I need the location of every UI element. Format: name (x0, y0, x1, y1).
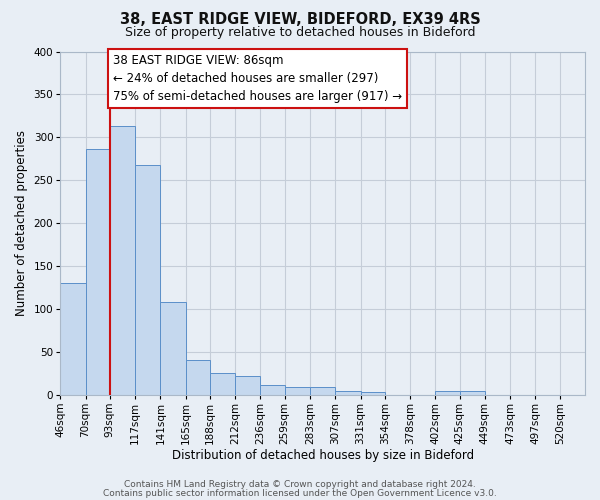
Text: 38 EAST RIDGE VIEW: 86sqm
← 24% of detached houses are smaller (297)
75% of semi: 38 EAST RIDGE VIEW: 86sqm ← 24% of detac… (113, 54, 402, 103)
Bar (160, 302, 185, 395)
Text: Contains public sector information licensed under the Open Government Licence v3: Contains public sector information licen… (103, 488, 497, 498)
Bar (310, 387, 335, 395)
Bar (135, 165, 160, 395)
Bar (235, 376, 260, 395)
Y-axis label: Number of detached properties: Number of detached properties (15, 130, 28, 316)
Text: Contains HM Land Registry data © Crown copyright and database right 2024.: Contains HM Land Registry data © Crown c… (124, 480, 476, 489)
Bar (335, 392, 361, 395)
Bar (260, 384, 284, 395)
Bar (185, 360, 210, 395)
X-axis label: Distribution of detached houses by size in Bideford: Distribution of detached houses by size … (172, 450, 473, 462)
Text: 38, EAST RIDGE VIEW, BIDEFORD, EX39 4RS: 38, EAST RIDGE VIEW, BIDEFORD, EX39 4RS (119, 12, 481, 28)
Bar (284, 387, 310, 395)
Bar (361, 392, 385, 395)
Bar (210, 374, 235, 395)
Bar (86, 148, 110, 395)
Bar (460, 390, 485, 395)
Bar (110, 126, 135, 395)
Bar (436, 390, 460, 395)
Text: Size of property relative to detached houses in Bideford: Size of property relative to detached ho… (125, 26, 475, 39)
Bar (60, 284, 86, 395)
